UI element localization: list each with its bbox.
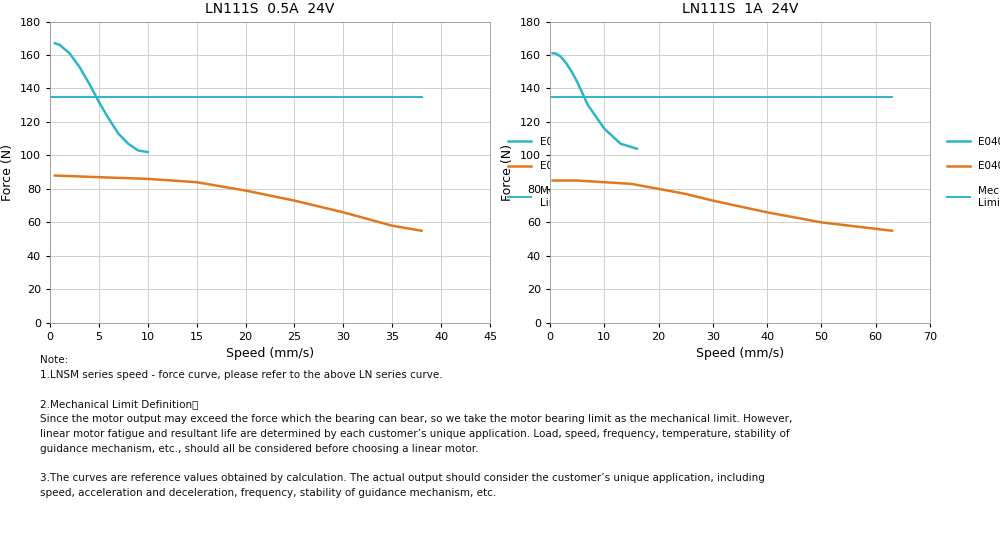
- Y-axis label: Force (N): Force (N): [1, 144, 14, 201]
- X-axis label: Speed (mm/s): Speed (mm/s): [226, 348, 314, 360]
- Title: LN111S  1A  24V: LN111S 1A 24V: [682, 2, 798, 16]
- Y-axis label: Force (N): Force (N): [501, 144, 514, 201]
- Text: Note:
1.LNSM series speed - force curve, please refer to the above LN series cur: Note: 1.LNSM series speed - force curve,…: [40, 355, 792, 498]
- X-axis label: Speed (mm/s): Speed (mm/s): [696, 348, 784, 360]
- Legend: E04006, E04025, Mechanical
Limit: E04006, E04025, Mechanical Limit: [508, 137, 598, 208]
- Legend: E04006, E04025, Mechanical
Limit: E04006, E04025, Mechanical Limit: [947, 137, 1000, 208]
- Title: LN111S  0.5A  24V: LN111S 0.5A 24V: [205, 2, 335, 16]
